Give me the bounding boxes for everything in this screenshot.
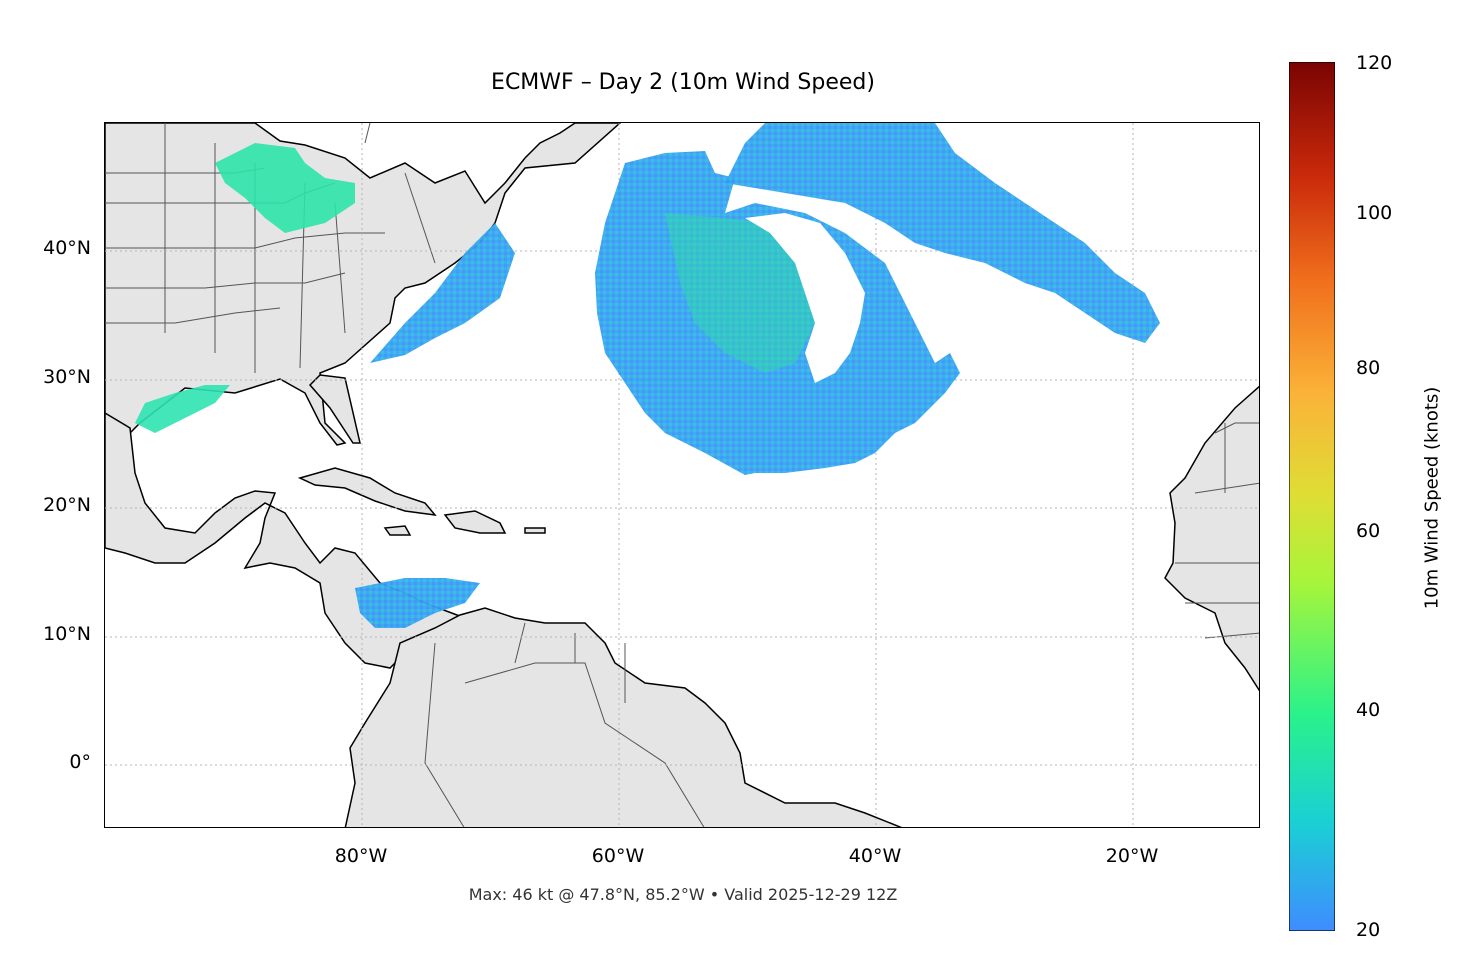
colorbar-gradient <box>1289 62 1335 931</box>
jamaica-island <box>383 525 412 536</box>
florida-landmass <box>308 374 361 444</box>
colorbar-tick-100: 100 <box>1356 202 1393 224</box>
map-canvas <box>105 123 1259 827</box>
africa-landmass <box>1164 385 1259 692</box>
lat-tick-0: 0° <box>69 751 91 773</box>
puerto-rico-island <box>524 527 546 534</box>
cuba-island <box>297 467 437 516</box>
eastern-wind-band <box>725 123 1160 343</box>
storm-core-green <box>665 213 815 373</box>
lon-tick-40W: 40°W <box>848 845 902 867</box>
atlantic-storm-wind-field <box>595 151 960 475</box>
storm-eye-dry-slot <box>745 213 865 383</box>
us-east-coast-wind-band <box>370 223 515 363</box>
lon-tick-80W: 80°W <box>334 845 388 867</box>
mexico-central-america-landmass <box>105 412 467 669</box>
lat-tick-10N: 10°N <box>43 623 91 645</box>
colorbar-tick-20: 20 <box>1356 919 1381 941</box>
lon-tick-60W: 60°W <box>591 845 645 867</box>
lon-tick-20W: 20°W <box>1105 845 1159 867</box>
wind-speed-layer <box>135 123 1160 628</box>
south-america-landmass <box>344 607 903 827</box>
lat-tick-30N: 30°N <box>43 366 91 388</box>
colorbar-label: 10m Wind Speed (knots) <box>1421 386 1443 610</box>
colorbar-tick-40: 40 <box>1356 699 1381 721</box>
great-lakes-wind-patch <box>215 143 355 233</box>
colorbar <box>1289 62 1335 931</box>
colorbar-tick-120: 120 <box>1356 52 1393 74</box>
lat-tick-40N: 40°N <box>43 237 91 259</box>
gulf-of-mexico-wind-patch <box>135 385 230 433</box>
lat-tick-20N: 20°N <box>43 494 91 516</box>
map-panel[interactable] <box>104 122 1260 828</box>
colorbar-tick-60: 60 <box>1356 520 1381 542</box>
chart-title: ECMWF – Day 2 (10m Wind Speed) <box>491 70 875 95</box>
max-wind-footnote: Max: 46 kt @ 47.8°N, 85.2°W • Valid 2025… <box>468 885 898 904</box>
colorbar-tick-80: 80 <box>1356 357 1381 379</box>
hispaniola-island <box>443 510 507 534</box>
caribbean-wind-patch <box>355 578 480 628</box>
